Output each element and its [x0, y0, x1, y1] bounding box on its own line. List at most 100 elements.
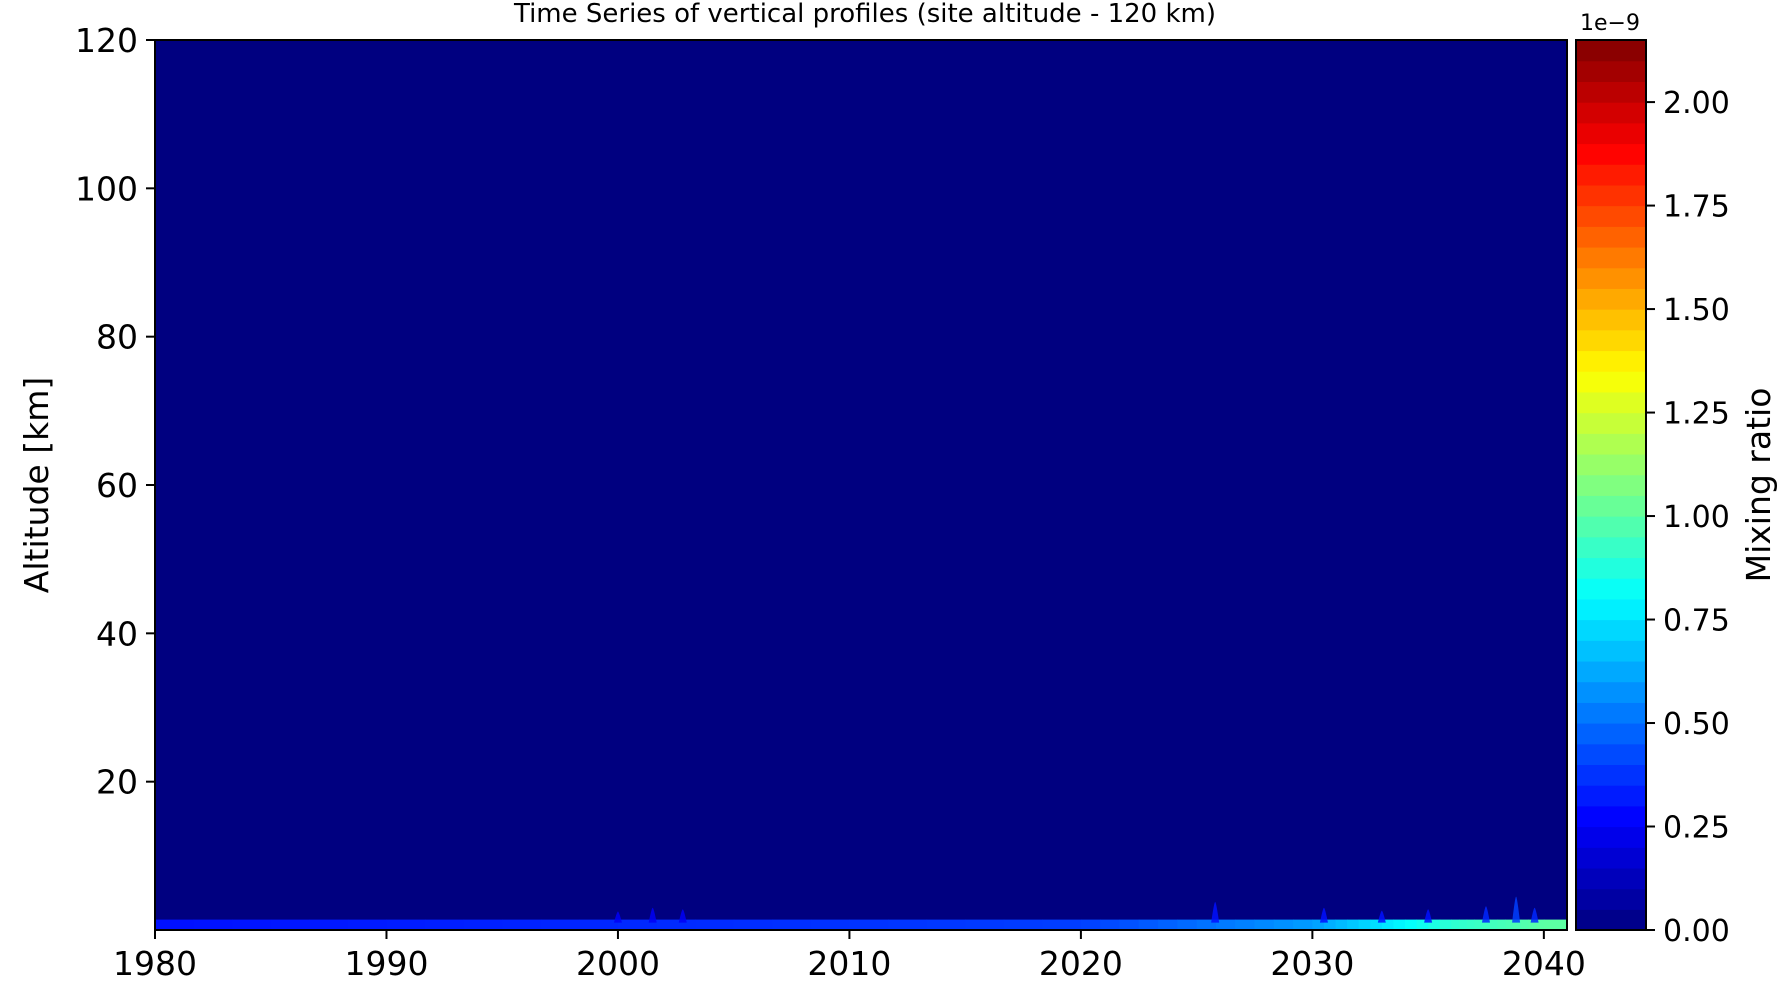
colorbar-band [1576, 867, 1646, 890]
x-tick-label: 2030 [1270, 944, 1354, 983]
surface-band-segment [1536, 919, 1545, 930]
surface-band-segment [617, 919, 658, 930]
colorbar-tick-label: 0.25 [1663, 811, 1730, 846]
colorbar-band [1576, 495, 1646, 517]
y-axis: 20 40 60 80 100 120 [75, 21, 155, 802]
surface-band-segment [155, 919, 195, 930]
colorbar-band [1576, 453, 1646, 476]
surface-band-segment [502, 919, 542, 930]
colorbar-band [1576, 143, 1646, 165]
surface-band-segment [1158, 919, 1178, 930]
profile-plume [1424, 909, 1433, 923]
x-axis: 1980 1990 2000 2010 2020 2030 2040 [113, 930, 1586, 983]
x-tick-label: 2040 [1502, 944, 1586, 983]
profile-plume [1530, 907, 1539, 923]
surface-band-segment [463, 919, 503, 930]
surface-band-segment [1358, 919, 1371, 930]
colorbar-band [1576, 329, 1646, 352]
colorbar-band [1576, 826, 1646, 848]
surface-band-segment [425, 919, 465, 930]
surface-band-segment [1042, 919, 1082, 930]
colorbar-band [1576, 847, 1646, 869]
surface-band-segment [1335, 919, 1348, 930]
surface-band-segment [232, 919, 272, 930]
surface-band-segment [1505, 919, 1514, 930]
surface-band-segment [1489, 919, 1499, 930]
surface-band-segment [1138, 919, 1159, 930]
surface-band-segment [1474, 919, 1483, 930]
colorbar-band [1576, 723, 1646, 745]
surface-band-segment [1543, 919, 1567, 930]
y-tick-label: 80 [96, 318, 138, 357]
colorbar-band [1576, 102, 1646, 124]
profile-plume [613, 911, 622, 923]
surface-band-segment [1439, 919, 1452, 930]
surface-layer [155, 919, 1567, 930]
profile-plume [1512, 896, 1521, 923]
colorbar-band [1576, 557, 1646, 579]
surface-band-segment [1451, 919, 1460, 930]
colorbar-band [1576, 474, 1646, 496]
surface-band-segment [1520, 919, 1529, 930]
surface-band-segment [1080, 919, 1101, 930]
colorbar-band [1576, 288, 1646, 310]
surface-band-segment [1100, 919, 1120, 930]
surface-band-segment [810, 919, 850, 930]
surface-band-segment [1428, 919, 1441, 930]
colorbar-band [1576, 433, 1646, 455]
colorbar-band [1576, 391, 1646, 414]
surface-band-segment [656, 919, 696, 930]
surface-band-segment [1235, 919, 1256, 930]
colorbar-band [1576, 516, 1646, 538]
colorbar-band [1576, 309, 1646, 331]
profile-plume [1481, 906, 1490, 923]
colorbar-band [1576, 743, 1646, 766]
colorbar-offset-text: 1e−9 [1580, 11, 1640, 36]
colorbar-tick-label: 2.00 [1663, 86, 1730, 121]
colorbar-ticks: 0.00 0.25 0.50 0.75 1.00 1.25 1.50 1.75 2.00 [1646, 86, 1730, 949]
colorbar-band [1576, 122, 1646, 145]
colorbar-band [1576, 681, 1646, 703]
colorbar-band [1576, 412, 1646, 434]
surface-band-segment [1293, 919, 1313, 930]
y-tick-label: 60 [96, 466, 138, 505]
colorbar-band [1576, 226, 1646, 248]
surface-band-segment [193, 919, 233, 930]
surface-band-segment [1393, 919, 1406, 930]
surface-band-segment [1273, 919, 1294, 930]
colorbar-tick-label: 0.00 [1663, 914, 1730, 949]
surface-band-segment [579, 919, 619, 930]
colorbar-band [1576, 81, 1646, 103]
colorbar-band [1576, 60, 1646, 82]
surface-band-segment [309, 919, 349, 930]
surface-band-segment [695, 919, 735, 930]
surface-band-segment [965, 919, 1005, 930]
colorbar-band [1576, 205, 1646, 227]
colorbar-bands [1576, 40, 1646, 931]
colorbar-band [1576, 350, 1646, 372]
y-tick-label: 40 [96, 614, 138, 653]
surface-band-segment [888, 919, 928, 930]
surface-band-segment [540, 919, 580, 930]
surface-band-segment [1381, 919, 1394, 930]
colorbar-tick-label: 1.25 [1663, 397, 1730, 432]
colorbar-tick-label: 1.00 [1663, 500, 1730, 535]
profile-plume [1377, 910, 1386, 923]
x-tick-label: 2000 [576, 944, 660, 983]
colorbar-band [1576, 246, 1646, 269]
colorbar-band [1576, 598, 1646, 621]
colorbar-label: Mixing ratio [1739, 388, 1778, 583]
colorbar-band [1576, 640, 1646, 662]
surface-band-segment [1254, 919, 1275, 930]
surface-band-segment [1458, 919, 1468, 930]
colorbar-band [1576, 785, 1646, 807]
surface-band-segment [1528, 919, 1537, 930]
surface-band-segment [1404, 919, 1418, 930]
surface-band-segment [347, 919, 387, 930]
surface-band-segment [1196, 919, 1217, 930]
colorbar-tick-label: 0.75 [1663, 604, 1730, 639]
colorbar-band [1576, 660, 1646, 683]
colorbar-band [1576, 184, 1646, 207]
surface-band-segment [1323, 919, 1337, 930]
